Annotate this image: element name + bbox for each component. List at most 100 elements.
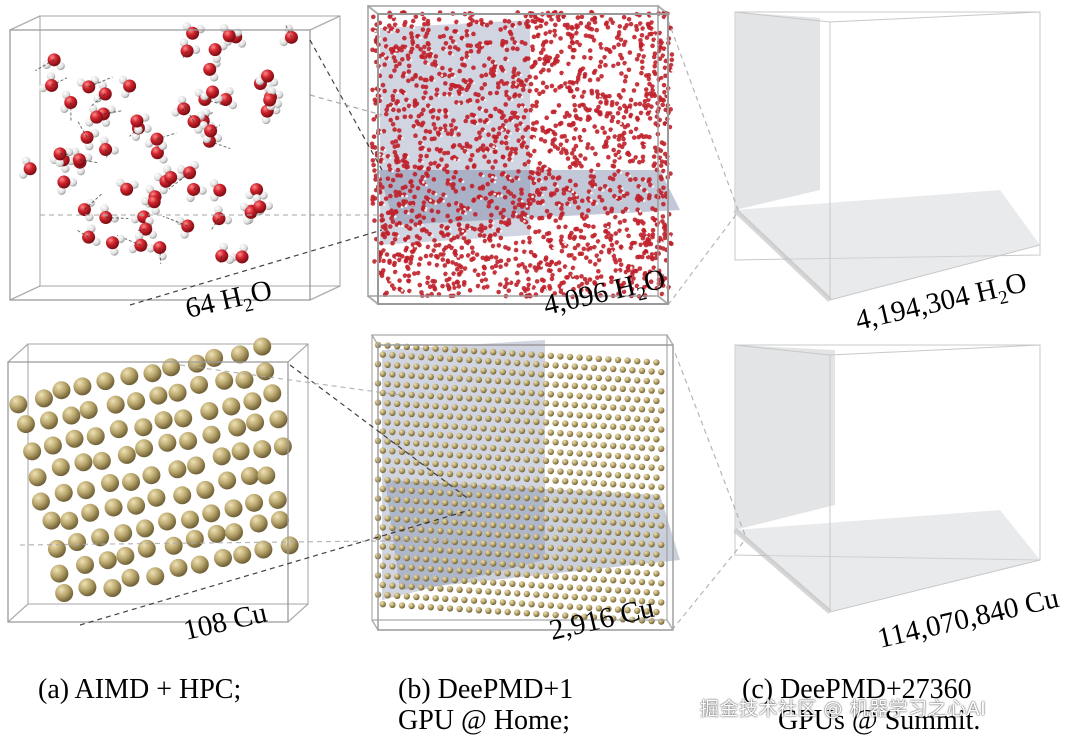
hydrogen-atom [638, 209, 642, 213]
hydrogen-atom [493, 192, 496, 196]
copper-atom [47, 539, 66, 558]
hydrogen-atom [457, 102, 461, 106]
hydrogen-atom [396, 91, 399, 94]
copper-atom [547, 544, 554, 551]
oxygen-atom [628, 97, 634, 103]
oxygen-atom [519, 187, 524, 193]
oxygen-atom [386, 23, 392, 28]
oxygen-atom [438, 126, 443, 132]
oxygen-atom [571, 286, 576, 292]
hydrogen-atom [405, 194, 408, 198]
oxygen-atom [565, 156, 571, 161]
hydrogen-atom [510, 98, 514, 102]
hydrogen-atom [151, 206, 160, 215]
copper-atom [427, 469, 434, 476]
oxygen-atom [130, 114, 144, 128]
copper-atom [442, 461, 449, 468]
copper-atom [427, 488, 434, 496]
hydrogen-atom [662, 78, 666, 81]
oxygen-atom [517, 21, 522, 26]
copper-atom [643, 550, 650, 557]
oxygen-atom [465, 253, 471, 258]
oxygen-atom [582, 73, 587, 79]
oxygen-atom [619, 245, 624, 250]
hydrogen-atom [491, 226, 495, 229]
hydrogen-atom [520, 199, 524, 203]
oxygen-atom [450, 72, 455, 77]
hydrogen-atom [571, 274, 575, 277]
oxygen-atom [589, 168, 594, 174]
hydrogen-atom [601, 189, 605, 192]
oxygen-atom [442, 72, 447, 77]
oxygen-atom [643, 105, 649, 111]
oxygen-atom [384, 290, 389, 296]
copper-atom [451, 423, 458, 430]
copper-atom [581, 613, 588, 620]
copper-atom [571, 574, 578, 581]
oxygen-atom [595, 275, 600, 280]
copper-atom [614, 529, 622, 536]
copper-atom [566, 373, 574, 380]
oxygen-atom [484, 146, 490, 152]
hydrogen-atom [379, 90, 383, 93]
copper-atom [629, 578, 636, 585]
copper-atom [34, 389, 53, 408]
copper-atom [648, 464, 655, 471]
copper-atom [485, 530, 492, 538]
copper-atom [384, 534, 391, 541]
hydrogen-atom [662, 43, 666, 46]
oxygen-atom [616, 42, 621, 47]
oxygen-atom [597, 186, 603, 192]
hydrogen-atom [422, 167, 426, 171]
oxygen-atom [510, 213, 516, 219]
oxygen-atom [454, 201, 459, 206]
oxygen-atom [496, 131, 502, 136]
oxygen-atom [607, 187, 613, 193]
oxygen-atom [464, 28, 470, 34]
hydrogen-atom [413, 257, 416, 260]
oxygen-atom [459, 86, 465, 92]
copper-atom [638, 367, 646, 374]
hydrogen-atom [466, 151, 469, 155]
copper-atom [43, 436, 62, 455]
hydrogen-atom [660, 273, 663, 277]
copper-atom [600, 499, 607, 506]
copper-atom [398, 544, 406, 551]
oxygen-atom [565, 275, 571, 280]
hydrogen-atom [472, 81, 476, 85]
oxygen-atom [387, 224, 393, 229]
hydrogen-atom [514, 83, 518, 86]
copper-atom [504, 397, 511, 404]
oxygen-atom [621, 88, 626, 93]
oxygen-atom [603, 139, 609, 144]
copper-atom [413, 421, 420, 428]
slab-plane [735, 510, 1040, 612]
copper-atom [442, 499, 449, 506]
copper-atom [658, 388, 665, 395]
copper-atom [600, 403, 607, 410]
copper-atom [624, 395, 631, 403]
hydrogen-bond [156, 132, 177, 140]
copper-atom [190, 555, 209, 574]
oxygen-atom [382, 26, 388, 31]
copper-atom [480, 367, 487, 374]
oxygen-atom [444, 26, 449, 31]
copper-atom [610, 423, 617, 430]
oxygen-atom [586, 223, 591, 229]
oxygen-atom [553, 88, 558, 93]
copper-atom [384, 361, 391, 368]
oxygen-atom [397, 203, 402, 208]
oxygen-atom [448, 122, 454, 128]
oxygen-atom [380, 224, 386, 230]
hydrogen-atom [542, 203, 545, 206]
copper-atom [408, 391, 415, 398]
copper-atom [499, 599, 506, 606]
oxygen-atom [576, 283, 582, 289]
copper-atom [470, 405, 478, 412]
oxygen-atom [568, 271, 573, 277]
copper-atom [389, 563, 396, 570]
cube-edge [367, 295, 379, 305]
oxygen-atom [406, 69, 412, 74]
water-small-count-label: 64 H2O [182, 274, 276, 330]
hydrogen-atom [645, 253, 649, 256]
